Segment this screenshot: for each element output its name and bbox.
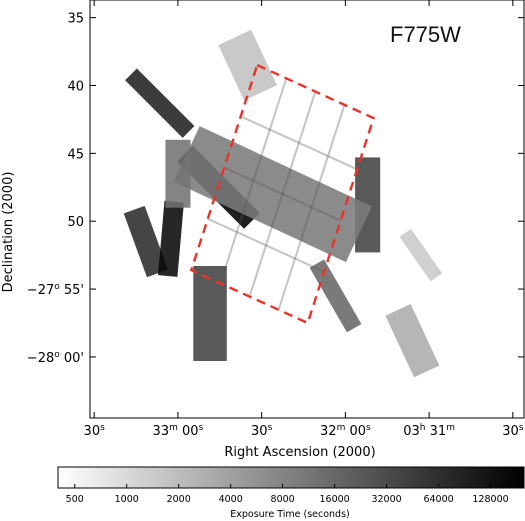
footprint-left-gray-tile <box>165 139 191 208</box>
colorbar-tick-label: 32000 <box>371 494 401 505</box>
colorbar-tick-label: 64000 <box>423 494 453 505</box>
x-tick-label: 32m 00s <box>320 423 371 439</box>
colorbar-tick-label: 4000 <box>219 494 243 505</box>
y-axis-title: Declination (2000) <box>1 172 16 293</box>
y-tick-label: 35 <box>67 12 84 27</box>
x-tick-label: 03h 31m <box>403 423 455 439</box>
footprint-mid-right-tile <box>309 259 362 333</box>
colorbar-tick-label: 8000 <box>271 494 295 505</box>
mosaic-line <box>223 166 342 222</box>
y-tick-label: 45 <box>67 147 84 162</box>
colorbar-title: Exposure Time (seconds) <box>230 509 350 520</box>
colorbar <box>57 466 525 489</box>
colorbar-tick-label: 2000 <box>167 494 191 505</box>
x-tick-label: 30s <box>84 423 106 439</box>
dashed-region <box>189 63 376 325</box>
x-axis-title: Right Ascension (2000) <box>224 445 375 460</box>
mosaic-grid <box>207 78 358 311</box>
footprint-dark-tile-left <box>123 205 168 278</box>
footprint-black-tile-left <box>157 200 184 277</box>
y-tick-label: 40 <box>67 80 84 95</box>
x-tick-label: 33m 00s <box>153 423 204 439</box>
colorbar-tick-label: 128000 <box>472 494 508 505</box>
footprint-mosaic-main <box>173 126 372 263</box>
footprint-top-gray-pair <box>218 29 278 101</box>
exposure-map <box>123 29 443 378</box>
x-tick-label: 30s <box>251 423 273 439</box>
footprint-bottom-right-pair <box>385 304 440 378</box>
colorbar-tick-label: 500 <box>66 494 84 505</box>
x-ticks: 30s 33m 00s 30s 32m 00s 03h 31m 30s <box>84 0 524 439</box>
footprint-far-right-faint <box>399 228 443 282</box>
colorbar-ticks: 500 1000 2000 4000 8000 16000 32000 64000 128000 <box>66 484 509 505</box>
mosaic-line <box>207 217 325 273</box>
footprint-dark-tile-top <box>125 68 195 138</box>
y-tick-label: −28o 00' <box>27 350 84 366</box>
y-tick-label: −27o 55' <box>27 282 84 298</box>
colorbar-tick-label: 1000 <box>115 494 139 505</box>
x-tick-label: 30s <box>502 423 524 439</box>
footprint-bottom-stack <box>193 266 227 361</box>
mosaic-line <box>248 91 317 297</box>
y-ticks: 35 40 45 50 −27o 55' −28o 00' <box>27 12 524 366</box>
mosaic-line <box>240 115 358 171</box>
colorbar-tick-label: 16000 <box>319 494 349 505</box>
filter-label: F775W <box>390 22 461 47</box>
y-tick-label: 50 <box>67 215 84 230</box>
mosaic-line <box>277 104 346 311</box>
mosaic-line <box>219 78 288 284</box>
